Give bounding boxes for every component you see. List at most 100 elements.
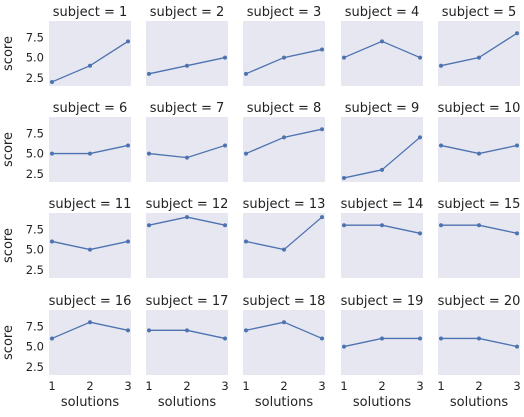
data-point xyxy=(147,71,151,76)
plot-area xyxy=(341,213,423,278)
plot-area xyxy=(243,21,325,86)
data-point xyxy=(88,151,92,156)
plot-area xyxy=(49,117,131,182)
x-tick-label: 1 xyxy=(145,379,152,393)
data-point xyxy=(185,155,189,160)
facet-title: subject = 15 xyxy=(438,197,521,212)
plot-area xyxy=(243,213,325,278)
plot-area xyxy=(49,310,131,375)
data-point xyxy=(50,151,54,156)
facet-panel: subject = 18 1 2 3 solutions xyxy=(242,294,325,410)
data-point xyxy=(126,328,130,333)
x-axis-label: solutions xyxy=(255,395,313,410)
x-tick-label: 2 xyxy=(280,379,287,393)
facet-title: subject = 18 xyxy=(243,294,326,309)
data-point xyxy=(223,143,227,148)
data-point xyxy=(477,223,481,228)
plot-area xyxy=(438,117,520,182)
data-point xyxy=(439,336,443,341)
data-point xyxy=(223,336,227,341)
data-point xyxy=(244,328,248,333)
facet-title: subject = 11 xyxy=(49,197,132,212)
plot-area xyxy=(341,310,423,375)
y-tick-label: 7.5 xyxy=(26,30,44,44)
facet-panel: subject = 16 2.5 5.0 7.5 score 1 2 3 solutions xyxy=(1,294,132,410)
data-point xyxy=(223,223,227,228)
x-tick-label: 3 xyxy=(513,379,520,393)
plot-area xyxy=(438,213,520,278)
facet-title: subject = 20 xyxy=(438,294,521,309)
data-point xyxy=(515,31,519,36)
data-point xyxy=(320,127,324,132)
x-tick-label: 2 xyxy=(86,379,93,393)
y-tick-label: 5.0 xyxy=(26,51,44,65)
facet-title: subject = 9 xyxy=(345,101,420,116)
plot-area xyxy=(49,213,131,278)
data-point xyxy=(88,63,92,68)
data-point xyxy=(439,223,443,228)
y-tick-label: 5.0 xyxy=(26,340,44,354)
y-tick-label: 2.5 xyxy=(26,360,44,374)
facet-title: subject = 7 xyxy=(150,101,225,116)
y-tick-label: 2.5 xyxy=(26,167,44,181)
plot-area xyxy=(438,21,520,86)
facet-panel: subject = 1 2.5 5.0 7.5 score xyxy=(1,5,131,86)
facet-panel: subject = 13 xyxy=(243,197,325,278)
y-axis-label: score xyxy=(1,325,16,360)
x-tick-label: 3 xyxy=(416,379,423,393)
facet-title: subject = 8 xyxy=(247,101,322,116)
data-point xyxy=(50,239,54,244)
data-point xyxy=(126,143,130,148)
data-point xyxy=(418,336,422,341)
x-axis-label: solutions xyxy=(450,395,508,410)
data-point xyxy=(418,135,422,140)
facet-title: subject = 14 xyxy=(341,197,424,212)
x-tick-label: 2 xyxy=(183,379,190,393)
x-tick-label: 3 xyxy=(318,379,325,393)
facet-title: subject = 17 xyxy=(146,294,229,309)
x-tick-label: 2 xyxy=(378,379,385,393)
data-point xyxy=(380,336,384,341)
data-point xyxy=(320,336,324,341)
data-point xyxy=(88,320,92,325)
data-point xyxy=(342,344,346,349)
facet-panel: subject = 9 xyxy=(341,101,423,182)
y-tick-label: 7.5 xyxy=(26,319,44,333)
data-point xyxy=(380,39,384,44)
facet-panel: subject = 12 xyxy=(146,197,228,278)
facet-panel: subject = 4 xyxy=(341,5,423,86)
plot-area xyxy=(146,21,228,86)
data-point xyxy=(88,247,92,252)
data-point xyxy=(50,336,54,341)
facet-title: subject = 2 xyxy=(150,5,225,20)
facet-panel: subject = 5 xyxy=(438,5,520,86)
data-point xyxy=(439,63,443,68)
y-tick-label: 7.5 xyxy=(26,222,44,236)
x-axis-label: solutions xyxy=(61,395,119,410)
data-point xyxy=(126,39,130,44)
data-point xyxy=(282,247,286,252)
facet-panel: subject = 19 1 2 3 solutions xyxy=(340,294,423,410)
data-point xyxy=(244,71,248,76)
facet-title: subject = 5 xyxy=(442,5,517,20)
facet-panel: subject = 2 xyxy=(146,5,228,86)
data-point xyxy=(515,231,519,236)
facet-panel: subject = 11 2.5 5.0 7.5 score xyxy=(1,197,131,278)
x-axis-label: solutions xyxy=(353,395,411,410)
plot-area xyxy=(146,213,228,278)
data-point xyxy=(477,151,481,156)
facet-panel: subject = 14 xyxy=(341,197,424,278)
facet-title: subject = 10 xyxy=(438,101,521,116)
data-point xyxy=(320,215,324,220)
x-tick-label: 3 xyxy=(124,379,131,393)
data-point xyxy=(244,239,248,244)
data-point xyxy=(515,143,519,148)
y-tick-label: 2.5 xyxy=(26,71,44,85)
data-point xyxy=(380,223,384,228)
facet-title: subject = 1 xyxy=(53,5,128,20)
x-tick-label: 3 xyxy=(221,379,228,393)
x-axis-label: solutions xyxy=(158,395,216,410)
data-point xyxy=(418,231,422,236)
y-tick-label: 5.0 xyxy=(26,243,44,257)
